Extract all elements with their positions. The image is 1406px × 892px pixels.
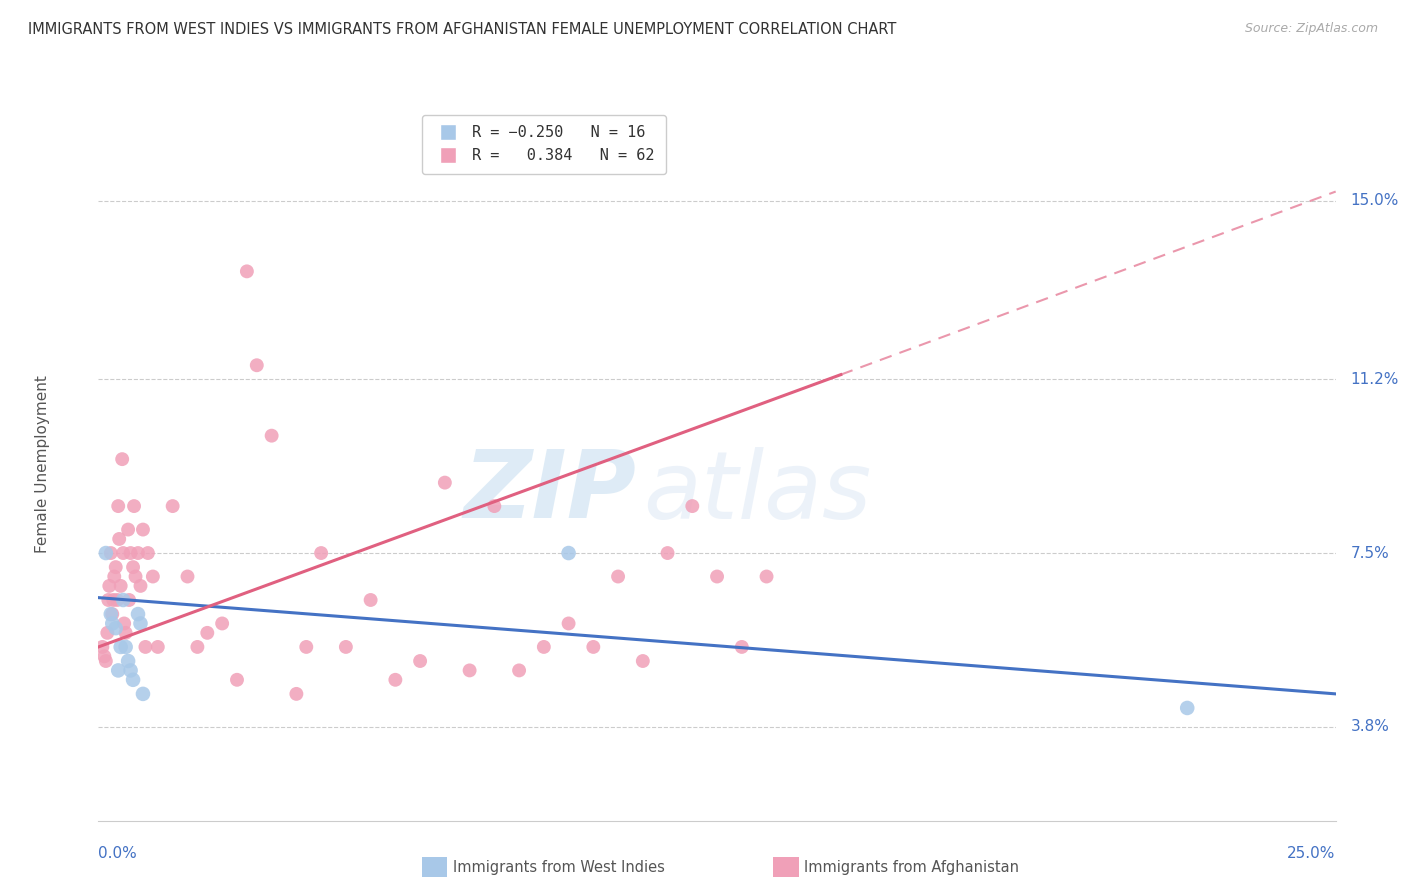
Point (122, 560, 145, 574)
Point (110, 640, 132, 654)
Point (107, 664, 129, 678)
Point (114, 625, 136, 640)
Point (107, 499, 129, 513)
Point (211, 616, 233, 631)
Text: Female Unemployment: Female Unemployment (35, 375, 51, 553)
Point (484, 499, 506, 513)
Point (97, 593, 120, 607)
Point (129, 616, 152, 631)
Text: 3.8%: 3.8% (1351, 719, 1389, 734)
Text: 11.2%: 11.2% (1351, 372, 1399, 387)
Point (104, 560, 127, 574)
Point (136, 546, 159, 560)
Point (117, 523, 139, 537)
Point (236, 264, 259, 278)
Point (433, 475, 456, 490)
Point (132, 523, 155, 537)
Point (91, 640, 114, 654)
Text: 25.0%: 25.0% (1288, 847, 1336, 862)
Point (557, 616, 579, 631)
Point (108, 532, 131, 546)
Point (335, 640, 357, 654)
Text: Immigrants from Afghanistan: Immigrants from Afghanistan (804, 861, 1019, 875)
Point (118, 593, 141, 607)
Point (114, 640, 136, 654)
Point (94, 654, 117, 668)
Point (110, 579, 132, 593)
Point (122, 673, 145, 687)
Point (112, 546, 135, 560)
Text: 15.0%: 15.0% (1351, 194, 1399, 209)
Point (96, 625, 118, 640)
Point (94, 546, 117, 560)
Point (1175, 701, 1198, 715)
Point (103, 593, 125, 607)
Point (162, 499, 184, 513)
Point (309, 546, 332, 560)
Point (285, 687, 308, 701)
Point (186, 640, 208, 654)
Point (731, 640, 754, 654)
Point (127, 546, 149, 560)
Point (557, 546, 579, 560)
Text: Immigrants from West Indies: Immigrants from West Indies (453, 861, 665, 875)
Point (98, 579, 121, 593)
Point (384, 673, 406, 687)
Text: ZIP: ZIP (464, 446, 637, 539)
Point (100, 607, 122, 621)
Point (142, 569, 165, 583)
Point (112, 593, 135, 607)
Point (631, 654, 654, 668)
Point (409, 654, 432, 668)
Point (508, 664, 530, 678)
Text: atlas: atlas (643, 447, 872, 538)
Point (681, 499, 703, 513)
Point (226, 673, 249, 687)
Point (582, 640, 605, 654)
Point (607, 569, 630, 583)
Point (195, 625, 218, 640)
Point (755, 569, 778, 583)
Text: 0.0%: 0.0% (98, 847, 138, 862)
Point (105, 593, 128, 607)
Point (93, 649, 115, 664)
Point (101, 616, 124, 631)
Legend: R = −0.250   N = 16, R =   0.384   N = 62: R = −0.250 N = 16, R = 0.384 N = 62 (422, 115, 665, 174)
Point (104, 621, 127, 635)
Point (533, 640, 555, 654)
Point (103, 569, 125, 583)
Point (132, 687, 155, 701)
Point (246, 358, 269, 372)
Text: IMMIGRANTS FROM WEST INDIES VS IMMIGRANTS FROM AFGHANISTAN FEMALE UNEMPLOYMENT C: IMMIGRANTS FROM WEST INDIES VS IMMIGRANT… (28, 22, 897, 37)
Point (458, 664, 481, 678)
Point (657, 546, 679, 560)
Point (124, 569, 146, 583)
Point (260, 428, 283, 442)
Point (120, 546, 142, 560)
Point (117, 654, 139, 668)
Point (134, 640, 156, 654)
Point (360, 593, 382, 607)
Point (120, 664, 142, 678)
Point (127, 607, 149, 621)
Point (111, 452, 134, 467)
Point (100, 546, 122, 560)
Text: Source: ZipAtlas.com: Source: ZipAtlas.com (1244, 22, 1378, 36)
Point (101, 607, 124, 621)
Point (146, 640, 169, 654)
Point (706, 569, 728, 583)
Point (129, 579, 152, 593)
Point (112, 616, 135, 631)
Text: 7.5%: 7.5% (1351, 546, 1389, 560)
Point (122, 499, 145, 513)
Point (176, 569, 198, 583)
Point (295, 640, 318, 654)
